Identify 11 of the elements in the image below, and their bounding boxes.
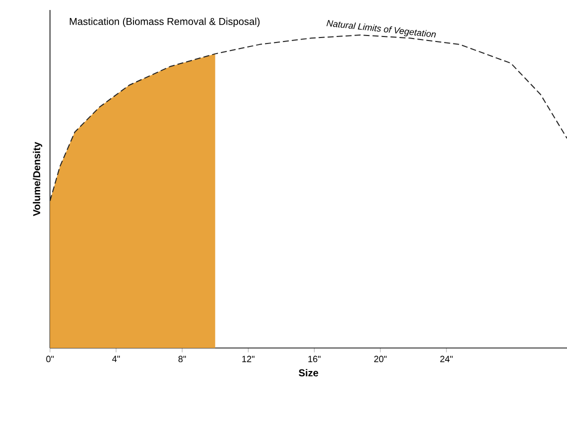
x-tick-label: 24" — [440, 356, 453, 362]
y-axis-title: Volume/Density — [32, 142, 42, 216]
x-tick-label: 4" — [112, 356, 120, 362]
x-tick-label: 20" — [374, 356, 387, 362]
x-tick-label: 16" — [308, 356, 320, 362]
annotation: Natural Limits of Vegetation — [326, 20, 436, 38]
x-axis-title: Size — [298, 369, 318, 376]
x-tick-label: 0" — [46, 356, 54, 362]
chart-title: Mastication (Biomass Removal & Disposal) — [70, 18, 260, 27]
x-tick-label: 8" — [178, 356, 186, 362]
x-tick-label: 12" — [242, 356, 254, 362]
